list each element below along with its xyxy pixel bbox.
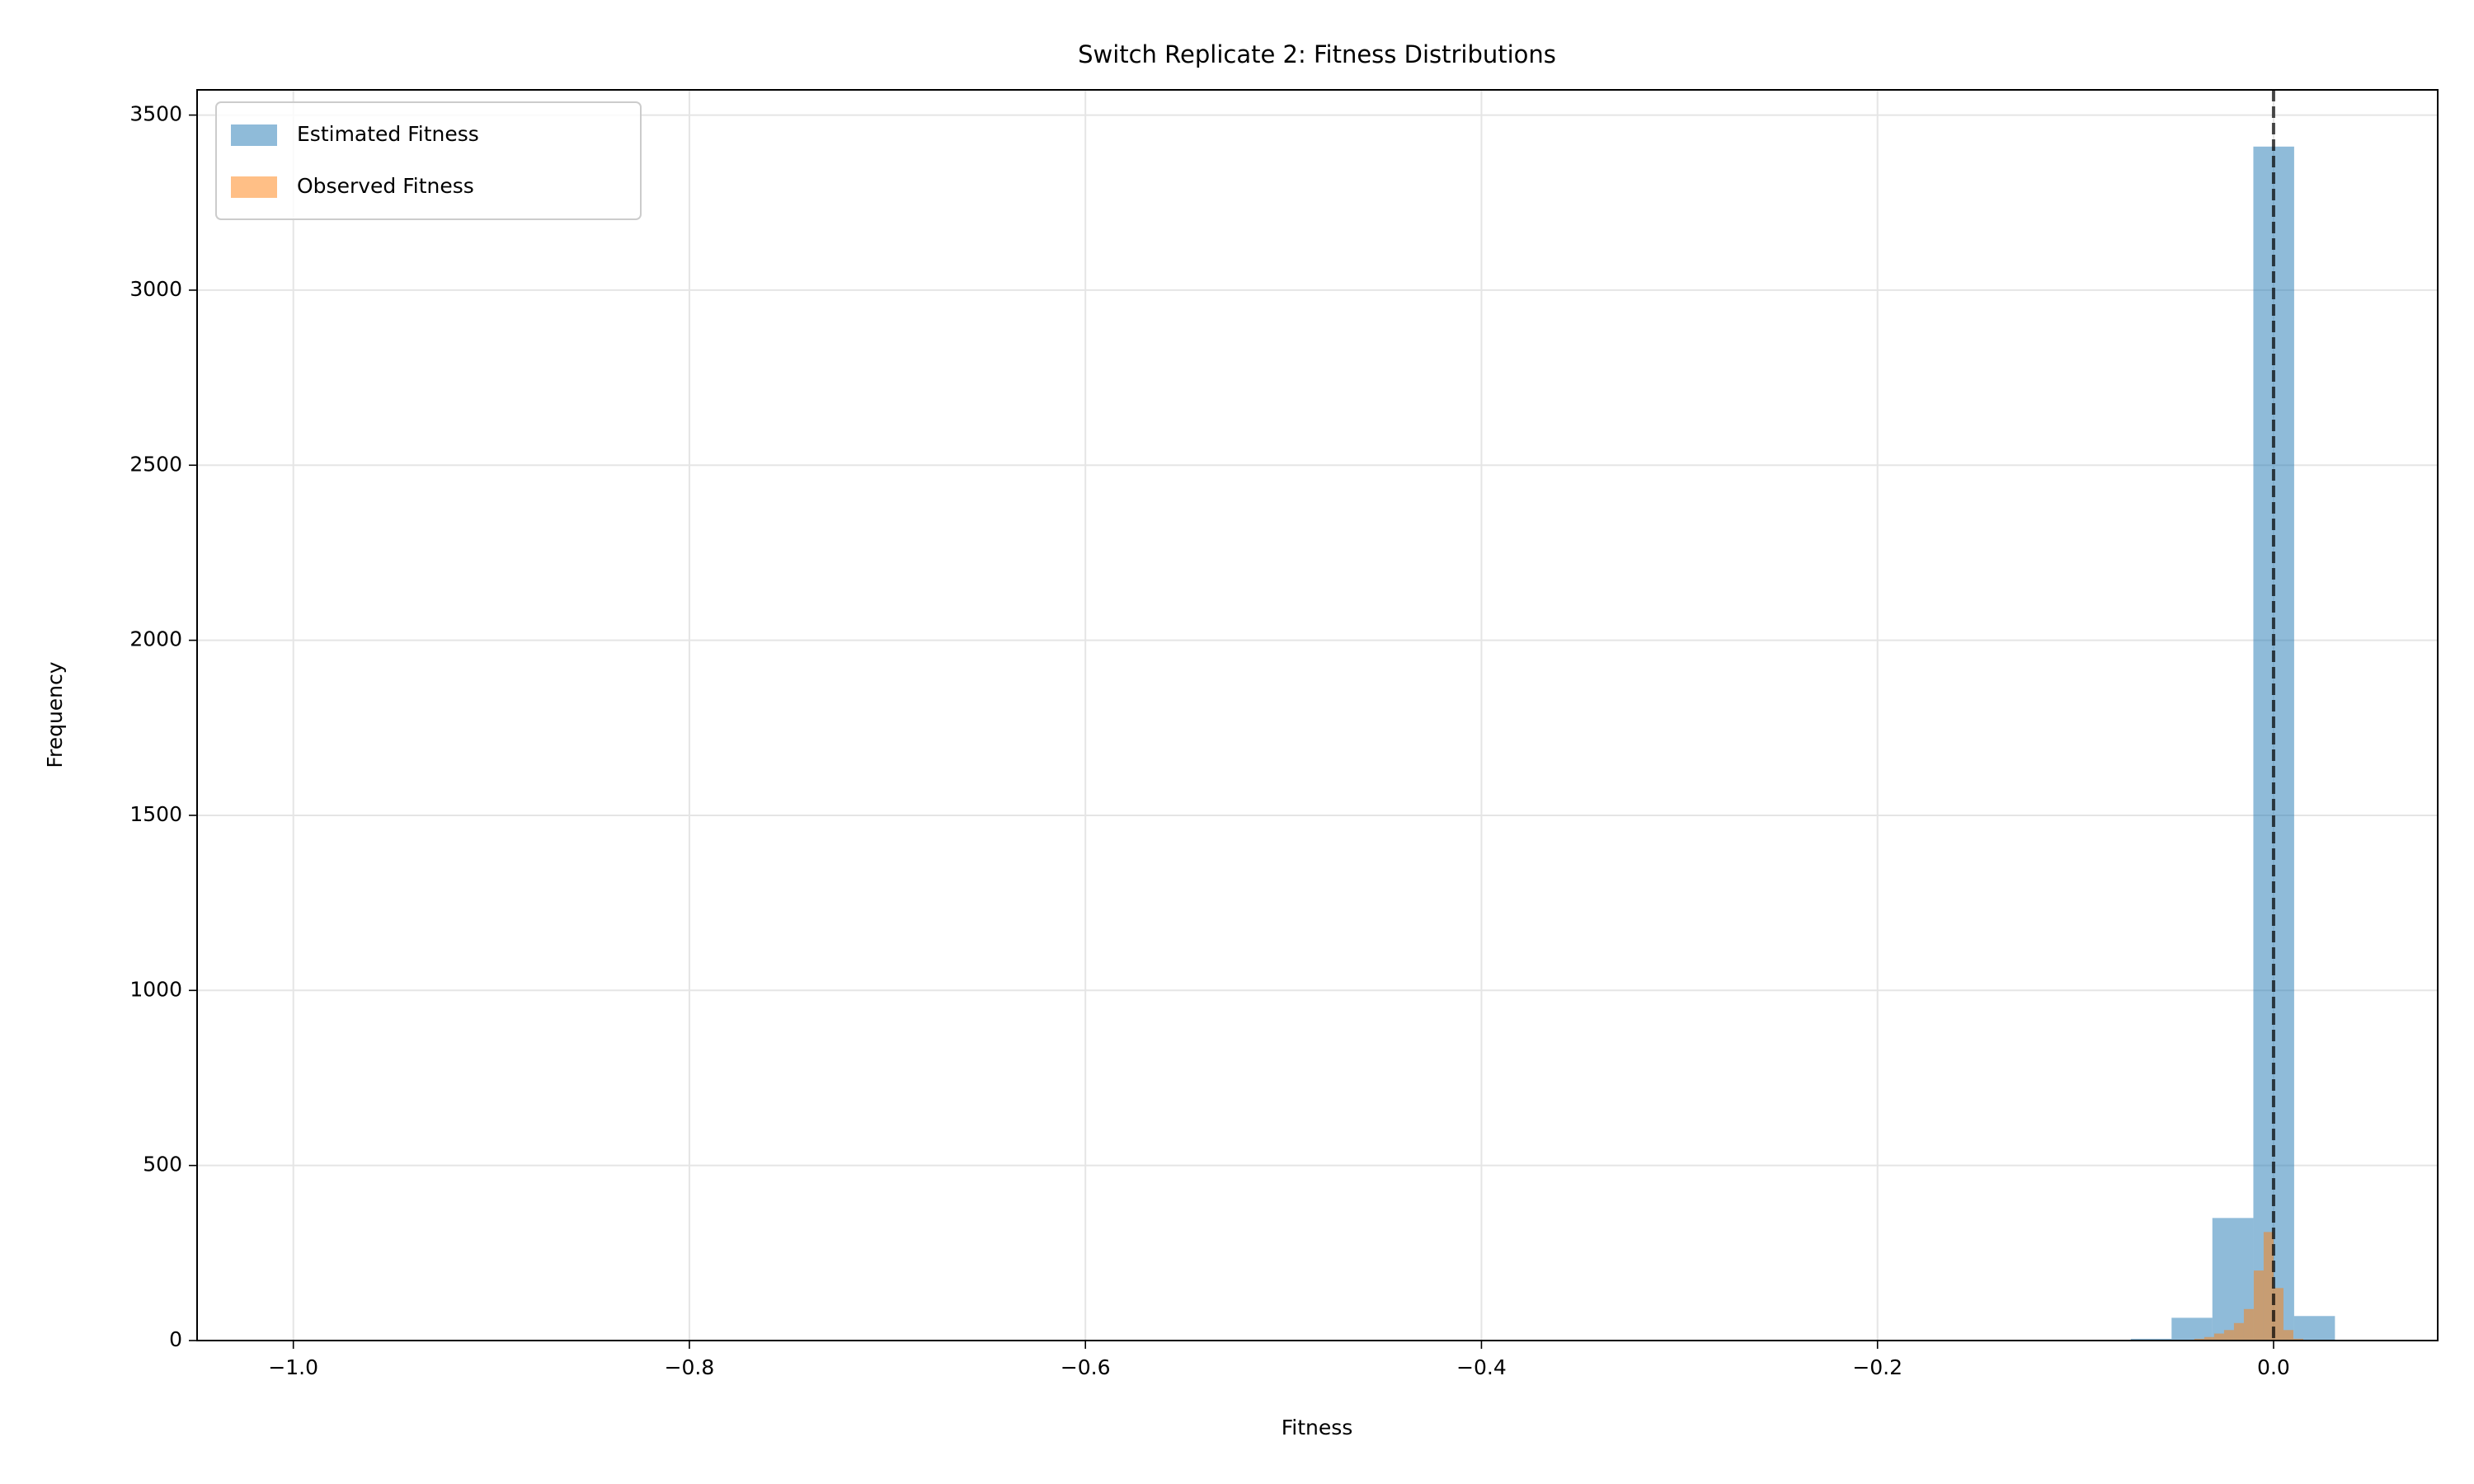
bar	[2273, 1288, 2284, 1341]
plot-frame	[196, 89, 2439, 1341]
y-tick-label: 0	[169, 1327, 182, 1351]
legend-box	[215, 101, 642, 220]
bar	[2130, 1338, 2172, 1341]
legend: Estimated Fitness Observed Fitness	[215, 101, 642, 220]
bar	[2263, 1232, 2274, 1341]
bar	[2194, 1338, 2204, 1341]
y-tick-label: 3500	[129, 102, 182, 126]
bar	[2171, 1317, 2213, 1341]
bar	[2283, 1330, 2293, 1341]
x-tick-label: −0.6	[1061, 1355, 1111, 1379]
legend-label: Observed Fitness	[297, 174, 474, 198]
bar	[2253, 1270, 2264, 1341]
x-tick-label: −1.0	[268, 1355, 318, 1379]
y-tick-label: 1500	[129, 802, 182, 826]
bar	[2213, 1333, 2224, 1341]
x-tick-label: −0.2	[1852, 1355, 1903, 1379]
y-tick-label: 2000	[129, 627, 182, 651]
x-tick-label: −0.4	[1456, 1355, 1507, 1379]
y-tick-label: 3000	[129, 277, 182, 301]
bar	[2223, 1330, 2234, 1341]
bar	[2293, 1316, 2335, 1341]
bar	[2204, 1336, 2214, 1341]
x-axis-label: Fitness	[1282, 1416, 1353, 1439]
legend-swatch	[231, 124, 277, 146]
x-tick-label: −0.8	[665, 1355, 715, 1379]
y-axis-label: Frequency	[43, 661, 67, 768]
y-tick-label: 2500	[129, 452, 182, 476]
bar	[2233, 1322, 2244, 1341]
y-tick-label: 500	[143, 1153, 182, 1176]
chart-title: Switch Replicate 2: Fitness Distribution…	[1078, 40, 1556, 68]
x-tick-label: 0.0	[2257, 1355, 2290, 1379]
legend-swatch	[231, 176, 277, 198]
bar	[2293, 1338, 2303, 1341]
legend-label: Estimated Fitness	[297, 122, 479, 146]
bar	[2243, 1308, 2254, 1341]
y-tick-label: 1000	[129, 977, 182, 1001]
